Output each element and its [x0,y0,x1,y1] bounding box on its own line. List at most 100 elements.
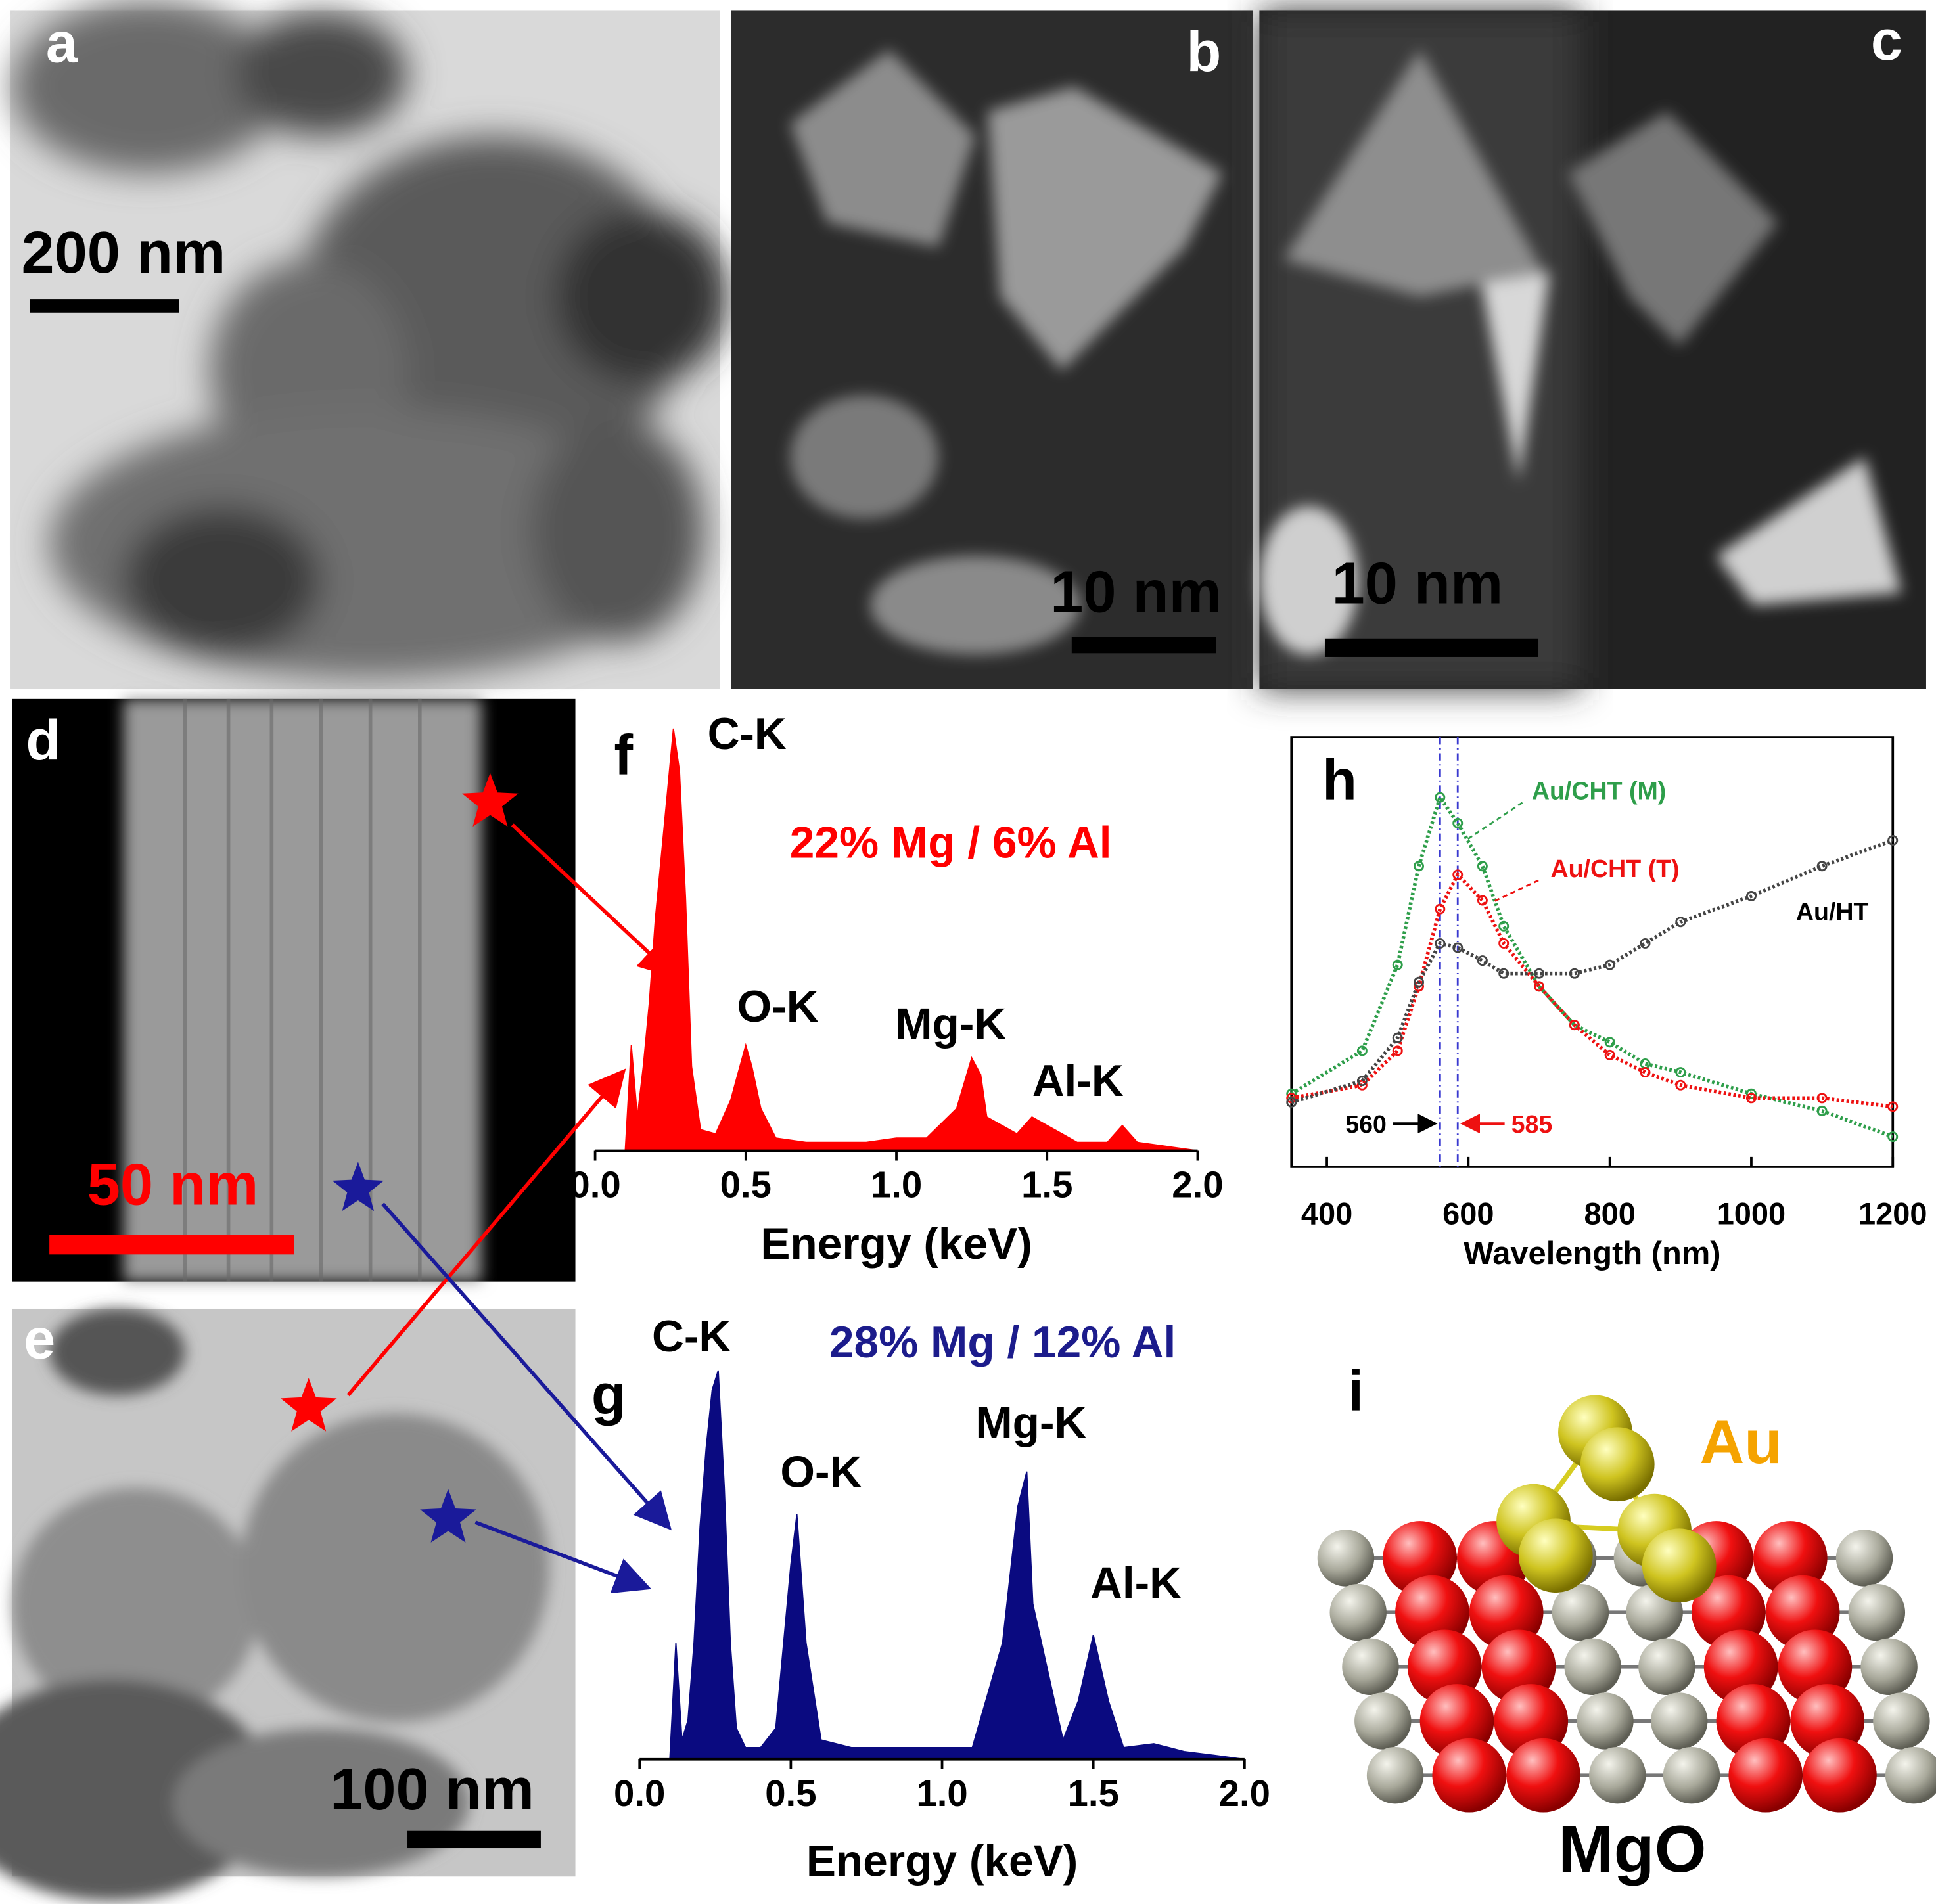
x-tick-label: 0.5 [720,1164,772,1206]
scale-bar [1071,637,1216,654]
arrow [346,1068,626,1397]
star-marker [332,1162,384,1212]
panel-a-image [10,0,729,689]
atom [1650,1692,1708,1750]
data-point [1640,938,1651,949]
x-tick-label: 1.0 [916,1773,967,1814]
data-point [1675,1067,1686,1078]
data-point [1534,981,1544,992]
panel-label: f [614,724,633,787]
atom [1728,1738,1803,1813]
peak-label: C-K [708,710,787,759]
scale-bar [1324,638,1539,657]
scale-bar-label: 200 nm [21,219,225,286]
data-point [1816,1093,1828,1104]
x-tick-label: 1.0 [871,1164,922,1206]
atom [1354,1692,1412,1750]
data-point [1569,1020,1580,1031]
star-marker [420,1489,476,1543]
data-point [1640,1067,1651,1078]
data-point [1816,861,1828,872]
x-tick-label: 0.5 [765,1773,816,1814]
reference-label: 560 [1345,1110,1387,1138]
au-atom [1518,1518,1593,1593]
atom [1848,1583,1906,1641]
scale-bar-label: 100 nm [330,1756,534,1823]
data-point [1816,1105,1828,1116]
data-point [1392,1032,1403,1043]
series-line [1290,793,1894,1139]
au-atom [1642,1528,1717,1603]
data-point [1435,938,1446,949]
data-point [1286,1097,1297,1108]
data-point [1745,891,1757,901]
data-point [1452,942,1464,953]
atom [1342,1638,1399,1696]
series-label: Au/CHT (T) [1550,855,1679,882]
panel-label: h [1322,748,1357,811]
atom [1589,1746,1646,1804]
atom [1432,1738,1507,1813]
atom [1663,1746,1720,1804]
scale-bar [407,1830,541,1849]
data-point [1604,959,1615,970]
panel-c-image [1259,10,1926,689]
data-point [1498,938,1510,949]
panel-label: d [26,709,60,772]
x-tick-label: 600 [1442,1196,1494,1231]
atom [1506,1738,1580,1813]
scale-bar [30,299,179,313]
data-point [1452,869,1464,880]
data-point [1392,959,1403,970]
panel-label: c [1871,9,1902,72]
reference-label: 585 [1511,1110,1553,1138]
x-tick-label: 1.5 [1021,1164,1072,1206]
panel-label: e [24,1307,55,1371]
atom [1564,1638,1621,1696]
panel-label: b [1186,20,1221,83]
panel-label: g [591,1363,626,1426]
data-point [1745,1088,1757,1099]
series-leader [1493,879,1539,903]
composition: 28% Mg / 12% Al [829,1318,1176,1367]
x-axis-label: Wavelength (nm) [1464,1236,1721,1271]
atom [1873,1692,1930,1750]
x-tick-label: 1.5 [1068,1773,1119,1814]
series-line [1291,838,1894,1104]
data-point [1569,968,1580,979]
atom [1885,1746,1936,1804]
data-point [1414,861,1424,872]
atom [1577,1692,1634,1750]
peak-label: O-K [737,982,819,1031]
data-point [1435,903,1446,915]
data-point [1477,861,1488,872]
x-tick-label: 2.0 [1172,1164,1223,1206]
data-point [1414,976,1424,987]
arrow [381,1202,672,1531]
model-label: Au [1700,1407,1782,1476]
model-label: MgO [1558,1812,1706,1886]
atom [1860,1638,1918,1696]
data-point [1392,1045,1403,1056]
atom [1803,1738,1877,1813]
data-point [1356,1045,1368,1056]
atom [1329,1583,1387,1641]
spectrum [669,1370,1245,1760]
x-tick-label: 1000 [1717,1196,1786,1231]
data-point [1675,1079,1686,1091]
x-tick-label: 800 [1584,1196,1635,1231]
star-marker [280,1378,337,1432]
series-line [1291,871,1893,1109]
data-point [1498,920,1510,932]
data-point [1745,1093,1757,1104]
x-axis-label: Energy (keV) [760,1219,1032,1269]
data-point [1887,1101,1899,1112]
data-point [1498,968,1510,979]
data-point [1286,1093,1297,1104]
data-point [1452,817,1464,828]
peak-label: Al-K [1090,1559,1182,1608]
spectrum [624,728,1198,1152]
data-point [1356,1079,1368,1091]
peak-label: O-K [780,1447,862,1497]
